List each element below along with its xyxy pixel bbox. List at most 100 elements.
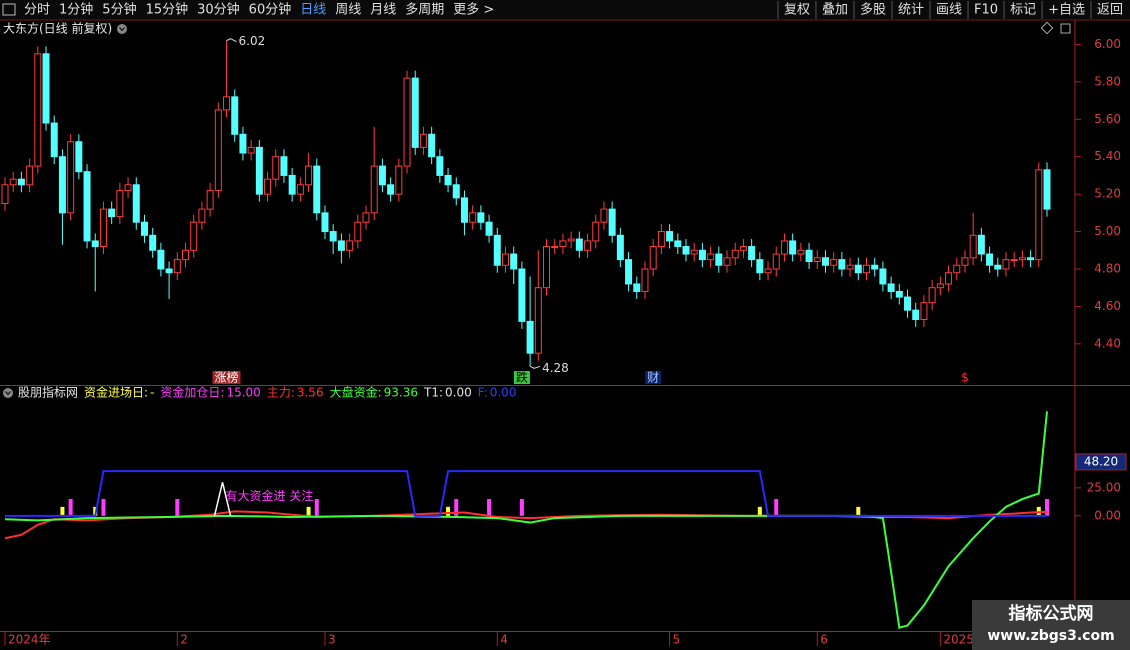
legend-name: 资金进场日: — [84, 385, 148, 400]
candle-body — [748, 246, 756, 261]
y-tick-label: 4.60 — [1094, 299, 1121, 313]
candle-body — [780, 240, 788, 255]
tool-button[interactable]: 统计 — [898, 3, 924, 18]
signal-bar — [1045, 499, 1049, 516]
period-tab[interactable]: 多周期 — [405, 2, 444, 18]
min-label: 4.28 — [542, 361, 569, 375]
candle-body — [608, 208, 616, 236]
max-label: 6.02 — [239, 34, 266, 48]
period-tab[interactable]: 月线 — [370, 3, 396, 18]
candle-body — [1, 184, 9, 205]
candle-body — [739, 246, 747, 251]
tool-button[interactable]: 标记 — [1010, 3, 1036, 18]
candle-body — [813, 257, 821, 263]
chart-title: 大东方(日线 前复权) — [3, 21, 112, 36]
candle-body — [329, 231, 337, 242]
period-tab[interactable]: 60分钟 — [249, 2, 292, 18]
period-tab[interactable]: 更多 > — [453, 2, 494, 18]
candle-body — [986, 253, 994, 266]
legend-value: 93.36 — [384, 386, 418, 400]
title-icon[interactable] — [117, 24, 127, 34]
signal-bar — [175, 499, 180, 516]
candle-body — [1027, 257, 1035, 261]
indicator-line — [4, 510, 1048, 540]
candle-body — [936, 283, 944, 289]
candle-body — [797, 249, 805, 255]
cursor-box — [1075, 453, 1127, 471]
period-tab[interactable]: 1分钟 — [59, 2, 93, 18]
candle-body — [116, 189, 124, 218]
candle-body — [764, 268, 772, 274]
candle-body — [124, 184, 132, 191]
candle-body — [173, 259, 181, 274]
candle-body — [1018, 257, 1026, 261]
x-tick-label: 2024年 — [8, 633, 51, 647]
candle-body — [42, 53, 50, 124]
indicator-line — [5, 470, 1047, 517]
legend-name: 大盘资金: — [330, 385, 382, 400]
legend-value: 0.00 — [490, 386, 517, 400]
candle-body — [551, 246, 559, 249]
legend-value: 15.00 — [226, 386, 260, 400]
candle-body — [223, 96, 231, 111]
candle-body — [846, 264, 854, 270]
y-tick-label: 6.00 — [1094, 37, 1121, 51]
period-tab[interactable]: 15分钟 — [146, 2, 189, 18]
tool-button[interactable]: F10 — [974, 3, 998, 18]
period-tab[interactable]: 周线 — [335, 3, 361, 18]
period-tab[interactable]: 日线 — [300, 3, 326, 18]
candle-body — [378, 165, 386, 186]
candle-body — [460, 197, 468, 223]
max-marker — [226, 38, 237, 43]
candle-body — [354, 221, 362, 242]
square-icon[interactable] — [1060, 23, 1071, 34]
candle-body — [994, 264, 1002, 270]
candle-body — [526, 320, 534, 354]
signal-bar — [487, 499, 492, 516]
candle-body — [895, 290, 903, 298]
annotation-marker — [213, 482, 232, 517]
y-tick-label: 5.00 — [1094, 224, 1121, 238]
candle-body — [838, 259, 846, 270]
candle-body — [411, 77, 419, 148]
candle-body — [666, 231, 674, 242]
candle-body — [912, 309, 920, 321]
candle-body — [17, 178, 25, 186]
signal-bar — [101, 499, 106, 516]
candle-body — [707, 253, 715, 261]
tool-button[interactable]: 返回 — [1097, 3, 1123, 18]
candle-body — [140, 221, 148, 236]
candle-body — [961, 257, 969, 266]
candle-body — [830, 259, 838, 266]
candle-body — [444, 174, 452, 186]
menu-icon[interactable] — [2, 3, 16, 16]
x-tick-label: 6 — [820, 633, 828, 647]
candle-body — [108, 208, 116, 218]
candle-body — [387, 184, 395, 195]
candle-body — [255, 146, 263, 195]
candle-body — [756, 259, 764, 274]
signal-bar — [314, 499, 319, 516]
period-tab[interactable]: 30分钟 — [197, 2, 240, 18]
event-label: 涨榜 — [215, 370, 239, 385]
tool-button[interactable]: 复权 — [784, 2, 810, 18]
candle-body — [214, 109, 222, 191]
candle-body — [575, 238, 583, 251]
candle-body — [149, 234, 157, 251]
x-tick-label: 4 — [500, 633, 508, 647]
tool-button[interactable]: 多股 — [860, 2, 886, 18]
diamond-icon[interactable] — [1040, 21, 1054, 35]
tool-button[interactable]: +自选 — [1048, 3, 1085, 18]
candle-body — [91, 240, 99, 248]
indicator-icon[interactable] — [3, 388, 13, 398]
period-tab[interactable]: 5分钟 — [102, 2, 136, 18]
event-badge — [959, 371, 971, 384]
candle-body — [9, 178, 17, 186]
tool-button[interactable]: 画线 — [936, 3, 962, 18]
watermark-url: www.zbgs3.com — [987, 628, 1114, 644]
legend-value: 0.00 — [445, 386, 472, 400]
tool-button[interactable]: 叠加 — [822, 3, 848, 18]
period-tab[interactable]: 分时 — [24, 3, 50, 18]
